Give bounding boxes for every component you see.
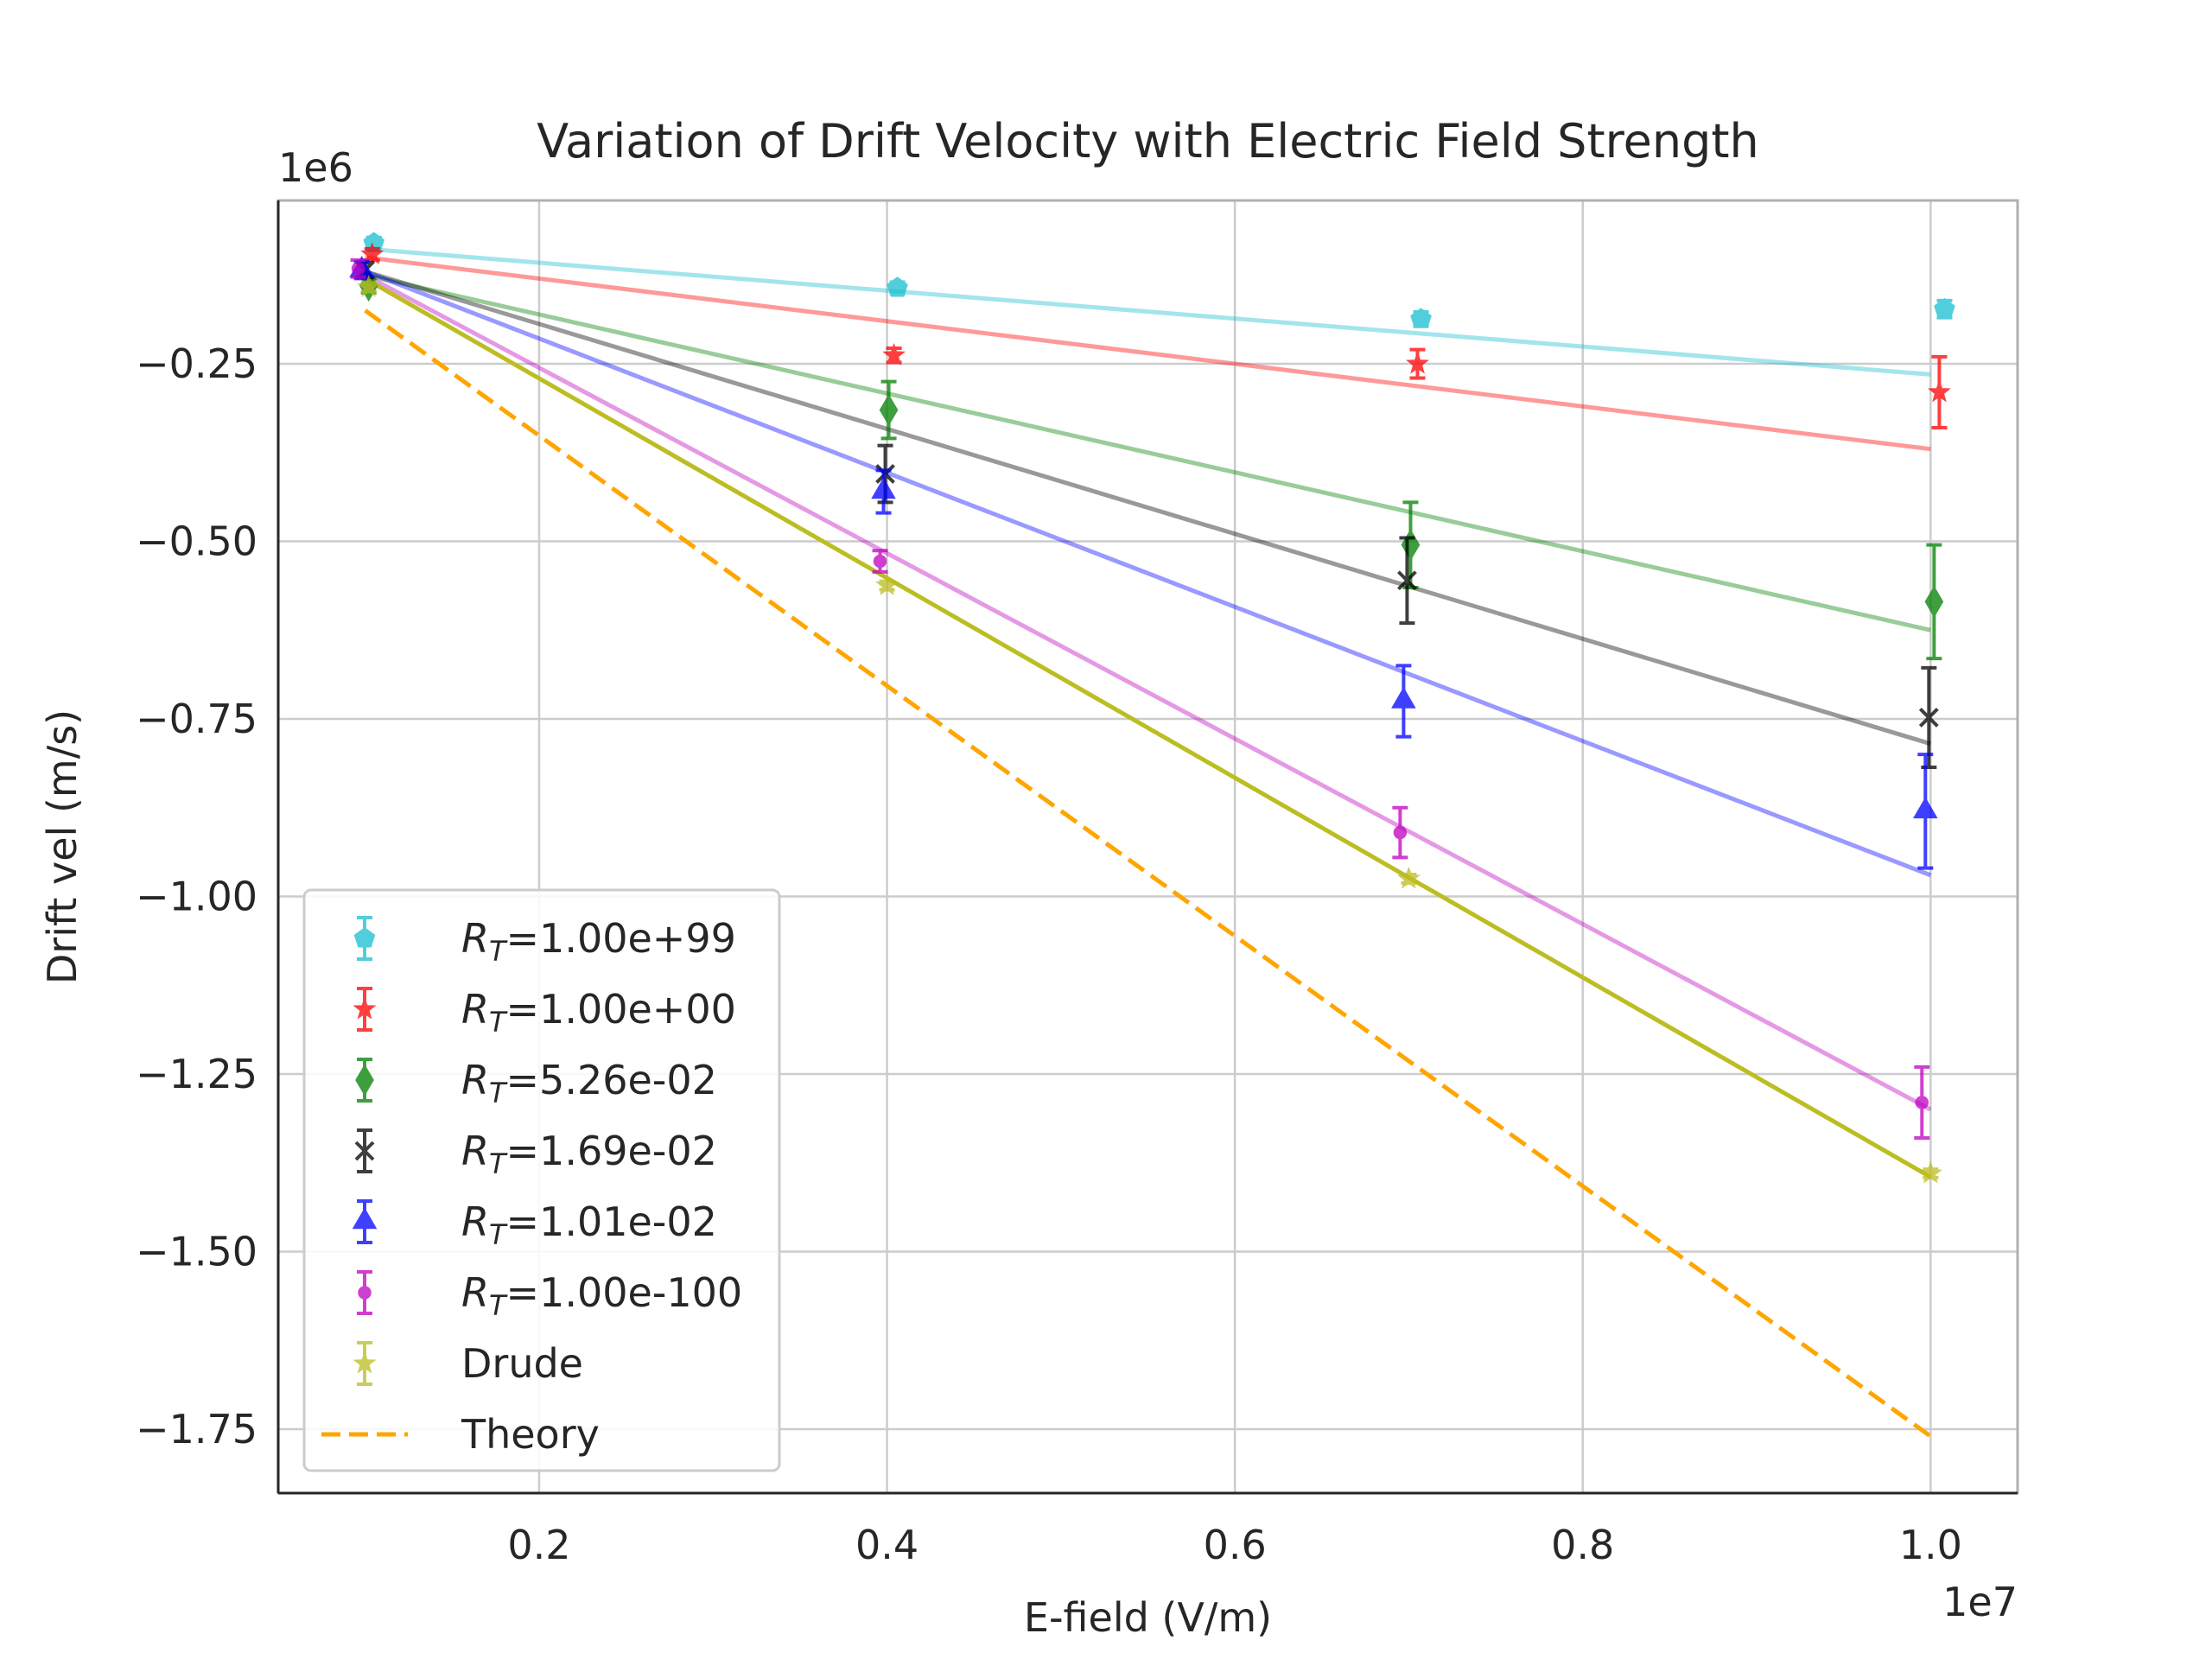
fit-layer (364, 246, 1932, 1179)
y-ticks: −0.25 −0.50 −0.75 −1.00 −1.25 −1.50 −1.75 (136, 340, 257, 1452)
data-point (1396, 866, 1421, 889)
fit-line-r-t-1-00e-99 (365, 246, 1931, 377)
y-offset-label: 1e6 (278, 144, 353, 191)
legend-box (302, 888, 781, 1472)
legend-swatch (353, 916, 376, 961)
x-axis-label: E-field (V/m) (1024, 1594, 1272, 1641)
series-r-t-1-00e-00 (360, 242, 1951, 430)
data-point (1410, 308, 1432, 328)
legend-label: RT=1.00e+00 (461, 986, 736, 1039)
series-r-t-1-01e-02 (349, 256, 1938, 870)
x-tick-label: 1.0 (1899, 1522, 1962, 1568)
legend-swatch (352, 1199, 378, 1244)
fit-line-r-t-5-26e-02 (365, 272, 1931, 632)
legend: RT=1.00e+99 RT=1.00e+00 RT=5.26e-02 RT=1.69… (302, 888, 781, 1472)
x-tick-label: 0.6 (1204, 1522, 1267, 1568)
legend-swatch (353, 1341, 377, 1386)
data-point (1391, 687, 1416, 709)
legend-label: Theory (461, 1411, 600, 1458)
legend-marker (353, 996, 377, 1020)
x-tick-label: 0.4 (855, 1522, 918, 1568)
y-tick-label: −0.50 (136, 518, 257, 565)
y-tick-label: −1.25 (136, 1051, 257, 1097)
theory-layer (364, 308, 1932, 1439)
fit-line-r-t-1-00e-100 (364, 273, 1932, 1112)
legend-marker (354, 1141, 375, 1161)
legend-item-r-t-1-00e-100: RT=1.00e-100 (357, 1269, 742, 1322)
legend-label: RT=1.69e-02 (461, 1128, 717, 1180)
data-point (1393, 825, 1408, 840)
legend-item-r-t-1-00e-00: RT=1.00e+00 (353, 986, 736, 1039)
legend-label: RT=1.00e+99 (461, 915, 736, 968)
fit-line-r-t-1-69e-02 (364, 269, 1932, 747)
data-point (1913, 797, 1938, 819)
x-ticks: 0.2 0.4 0.6 0.8 1.0 (507, 1522, 1962, 1568)
data-point (1915, 1096, 1929, 1109)
data-point (1401, 529, 1421, 562)
y-tick-label: −0.25 (136, 340, 257, 387)
data-point (1918, 1160, 1942, 1184)
legend-swatch (357, 1270, 372, 1315)
points-layer (349, 232, 1955, 1184)
data-point (1927, 379, 1951, 403)
x-offset-label: 1e7 (1942, 1579, 2018, 1625)
fit-line-drude (364, 276, 1932, 1179)
data-point (357, 275, 381, 297)
theory-line (364, 308, 1932, 1439)
legend-item-r-t-1-01e-02: RT=1.01e-02 (352, 1198, 717, 1251)
legend-label: RT=1.01e-02 (461, 1198, 717, 1251)
data-point (1918, 707, 1939, 728)
legend-label: Drude (461, 1340, 583, 1387)
y-tick-label: −1.00 (136, 874, 257, 920)
y-tick-label: −1.50 (136, 1229, 257, 1275)
series-r-t-1-00e-100 (350, 258, 1930, 1141)
legend-swatch (355, 1058, 374, 1103)
legend-item-theory: Theory (321, 1411, 600, 1458)
data-point (873, 554, 887, 569)
legend-label: RT=1.00e-100 (461, 1269, 742, 1322)
data-point (351, 262, 365, 276)
y-tick-label: −1.75 (136, 1406, 257, 1452)
data-point (1924, 585, 1944, 618)
legend-item-r-t-1-00e-99: RT=1.00e+99 (353, 915, 736, 968)
data-point (1397, 570, 1417, 591)
series-drude (357, 275, 1942, 1184)
legend-marker (353, 927, 376, 948)
y-axis-label: Drift vel (m/s) (39, 709, 86, 984)
data-point (879, 394, 899, 426)
x-tick-label: 0.2 (507, 1522, 570, 1568)
legend-swatch (354, 1128, 375, 1173)
data-point (1934, 297, 1955, 319)
legend-marker (352, 1207, 378, 1230)
x-tick-label: 0.8 (1551, 1522, 1614, 1568)
legend-swatch (353, 987, 377, 1032)
legend-item-r-t-5-26e-02: RT=5.26e-02 (355, 1057, 717, 1109)
fit-line-r-t-1-00e-00 (365, 255, 1931, 452)
data-point (360, 242, 385, 264)
legend-marker (353, 1351, 377, 1374)
legend-item-r-t-1-69e-02: RT=1.69e-02 (354, 1128, 717, 1180)
data-point (1406, 351, 1429, 374)
data-point (875, 464, 895, 484)
data-point (882, 343, 906, 365)
legend-label: RT=5.26e-02 (461, 1057, 717, 1109)
data-point (871, 477, 896, 499)
legend-marker (358, 1286, 372, 1300)
y-tick-label: −0.75 (136, 696, 257, 742)
data-point (887, 276, 908, 297)
chart-title: Variation of Drift Velocity with Electri… (537, 114, 1759, 168)
data-point (875, 573, 899, 595)
fit-line-r-t-1-01e-02 (364, 269, 1932, 878)
legend-marker (355, 1064, 374, 1096)
legend-item-drude: Drude (353, 1340, 583, 1387)
